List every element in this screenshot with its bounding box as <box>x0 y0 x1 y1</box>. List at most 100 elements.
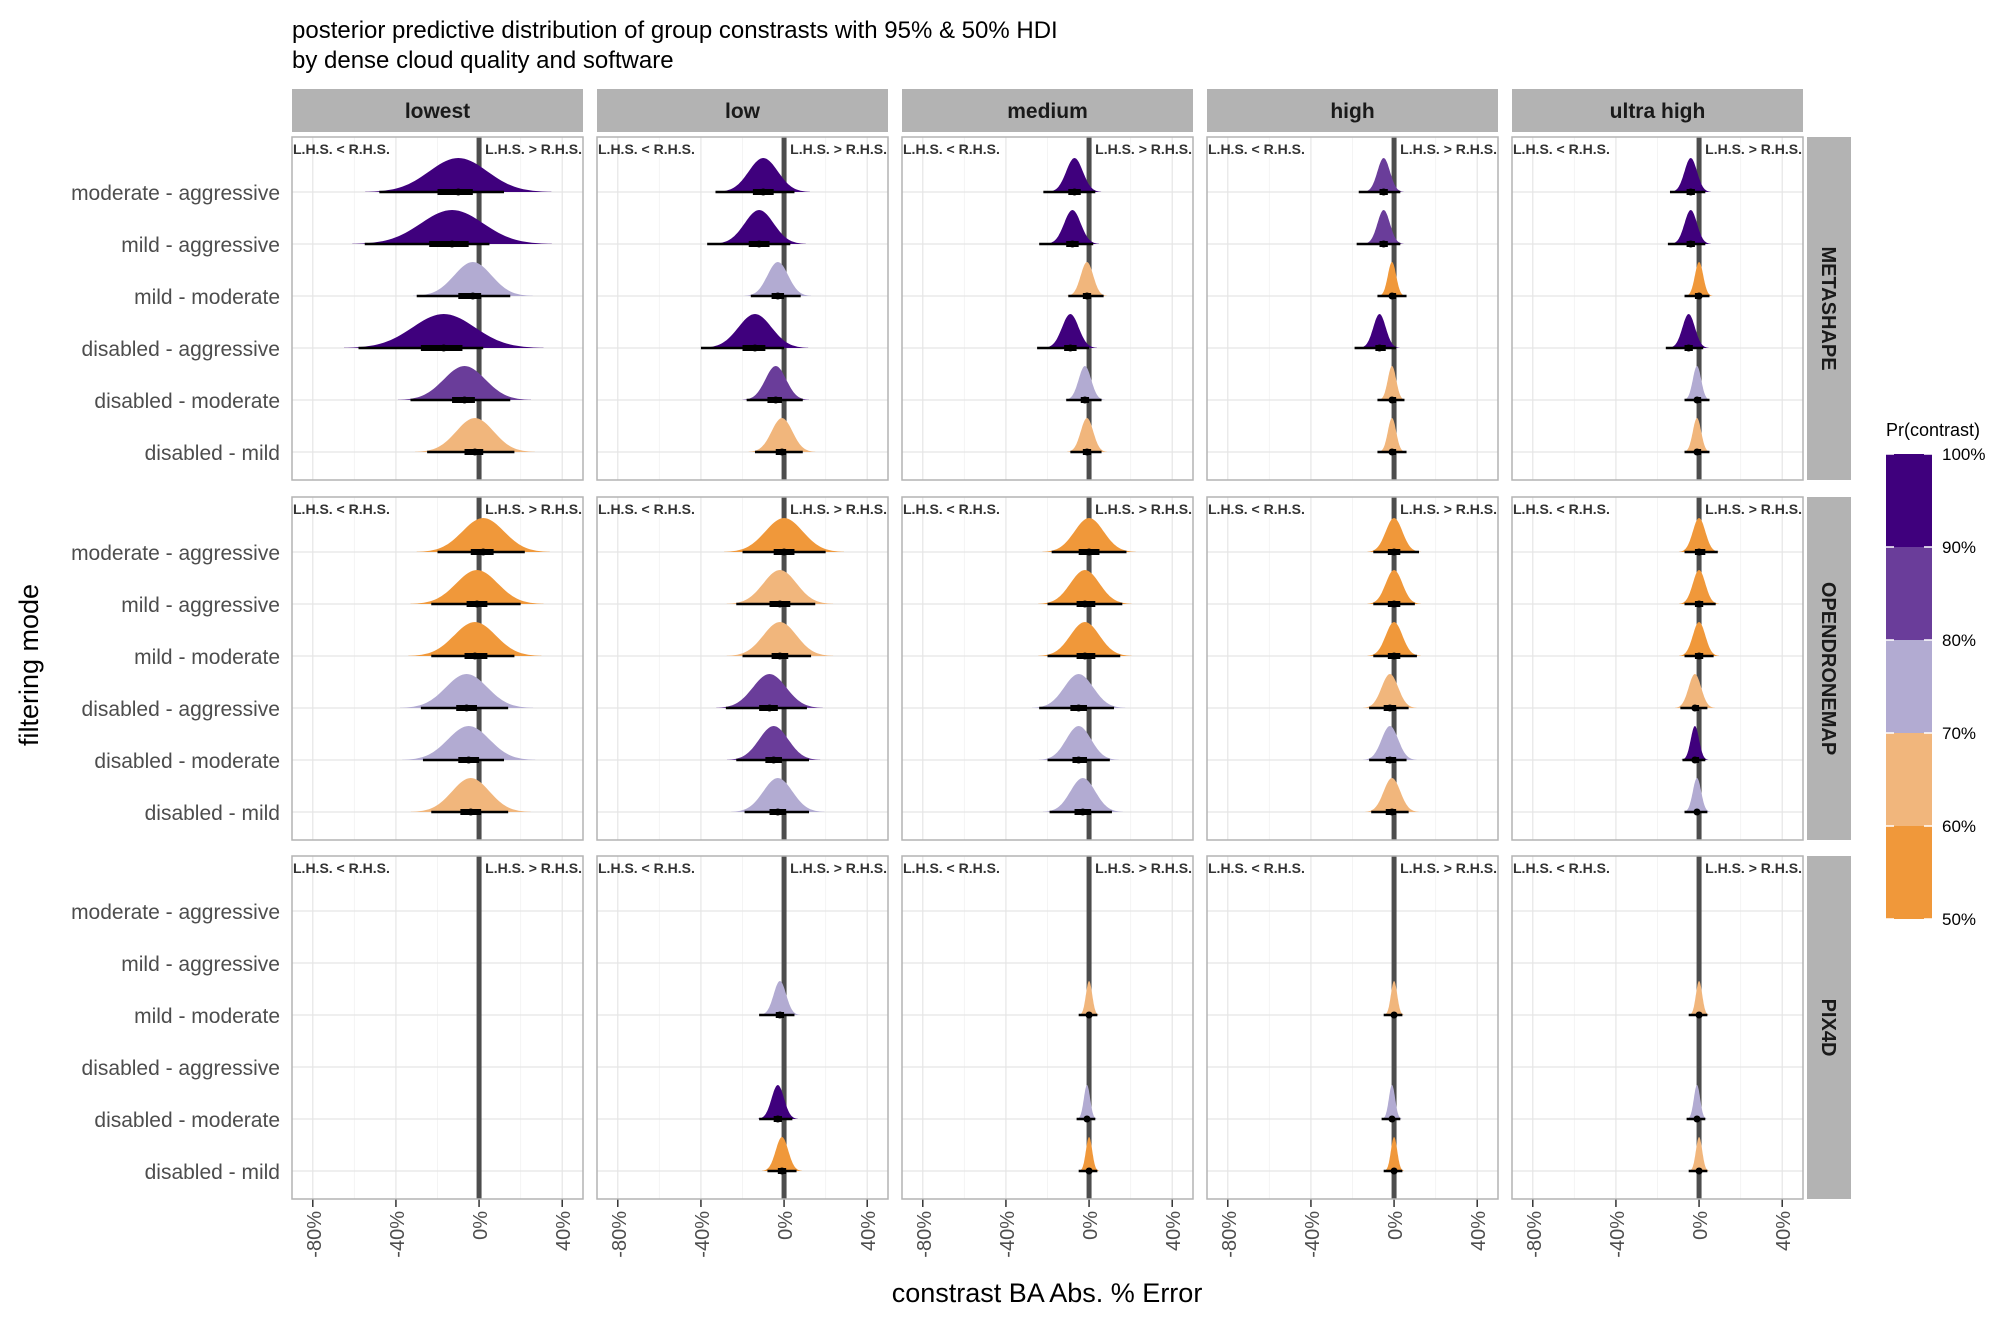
facet-strip-ultra-high: ultra high <box>1512 89 1803 132</box>
panel-border <box>901 136 1194 481</box>
density-shape <box>1032 674 1126 708</box>
median-point <box>1695 292 1703 300</box>
x-tick-label: -80% <box>609 1211 631 1258</box>
panel-border <box>1511 136 1804 481</box>
density-shape <box>1067 418 1107 452</box>
density-shape <box>1367 570 1421 604</box>
median-point <box>776 652 784 660</box>
distribution-mild-vs-aggressive <box>1039 210 1099 248</box>
median-point <box>751 344 759 352</box>
density-shape <box>1687 1085 1707 1119</box>
side-label-right: L.H.S. > R.H.S. <box>790 501 887 517</box>
median-point <box>1390 548 1398 556</box>
density-shape <box>744 262 812 296</box>
median-point <box>1085 1011 1093 1019</box>
x-tick-label: -40% <box>387 1211 409 1258</box>
x-tick-label: -80% <box>914 1211 936 1258</box>
median-point <box>473 600 481 608</box>
density-shape <box>1045 210 1099 244</box>
density-shape <box>1077 1085 1097 1119</box>
side-label-left: L.H.S. < R.H.S. <box>598 860 695 876</box>
side-label-left: L.H.S. < R.H.S. <box>1513 141 1610 157</box>
median-point <box>1083 292 1091 300</box>
facet-strip-lowest: lowest <box>292 89 583 132</box>
distribution-mild-vs-moderate <box>1684 262 1713 300</box>
median-point <box>1693 396 1701 404</box>
median-point <box>1693 448 1701 456</box>
strip-background <box>597 89 888 132</box>
distribution-disabled-vs-aggressive <box>1354 314 1400 352</box>
panel-border <box>901 855 1194 1200</box>
median-point <box>1388 292 1396 300</box>
y-tick-label: mild - aggressive <box>121 594 280 617</box>
legend-title: Pr(contrast) <box>1886 420 1980 440</box>
panel-border <box>291 496 584 841</box>
distribution-moderate-vs-aggressive <box>724 518 844 556</box>
x-axis-title: constrast BA Abs. % Error <box>892 1278 1203 1308</box>
median-point <box>1695 1167 1703 1175</box>
density-shape <box>716 674 823 708</box>
distribution-mild-vs-moderate <box>1038 622 1132 660</box>
distribution-disabled-vs-mild <box>415 418 535 456</box>
density-shape <box>1378 262 1406 296</box>
median-point <box>1695 652 1703 660</box>
facet-panel: L.H.S. < R.H.S. L.H.S. > R.H.S. <box>901 496 1194 841</box>
distribution-disabled-vs-aggressive <box>716 674 823 712</box>
strip-label: METASHAPE <box>1817 246 1839 370</box>
side-label-left: L.H.S. < R.H.S. <box>1208 860 1305 876</box>
legend: Pr(contrast) 100% 90% 80% 70% 60% 50% <box>1886 420 1985 929</box>
side-label-left: L.H.S. < R.H.S. <box>1208 501 1305 517</box>
panel-border <box>291 136 584 481</box>
distribution-disabled-vs-moderate <box>1377 366 1406 404</box>
facet-panel: L.H.S. < R.H.S. L.H.S. > R.H.S. <box>596 496 889 841</box>
distribution-mild-vs-moderate <box>1067 262 1107 300</box>
panel-border <box>596 855 889 1200</box>
distribution-mild-vs-moderate <box>408 622 542 660</box>
median-point <box>1687 240 1695 248</box>
median-point <box>776 600 784 608</box>
median-point <box>1079 808 1087 816</box>
density-shape <box>1670 158 1711 192</box>
distribution-disabled-vs-mild <box>1683 418 1711 456</box>
density-shape <box>352 210 552 244</box>
density-shape <box>1365 778 1419 812</box>
legend-label: 60% <box>1942 817 1976 836</box>
y-tick-label: mild - moderate <box>134 1005 280 1028</box>
facet-panel: L.H.S. < R.H.S. L.H.S. > R.H.S. <box>596 136 889 481</box>
side-label-right: L.H.S. > R.H.S. <box>485 141 582 157</box>
density-shape <box>410 570 544 604</box>
facet-panel: L.H.S. < R.H.S. L.H.S. > R.H.S. <box>1511 855 1804 1200</box>
median-point <box>448 240 456 248</box>
density-shape <box>415 418 535 452</box>
distribution-moderate-vs-aggressive <box>1358 158 1404 196</box>
side-label-left: L.H.S. < R.H.S. <box>1513 501 1610 517</box>
density-shape <box>1689 981 1709 1015</box>
panel-border <box>1206 496 1499 841</box>
panel-border <box>1511 855 1804 1200</box>
strip-label: OPENDRONEMAP <box>1817 582 1839 755</box>
y-tick-label: disabled - mild <box>145 802 280 825</box>
side-label-left: L.H.S. < R.H.S. <box>293 860 390 876</box>
distribution-disabled-vs-moderate <box>398 366 531 404</box>
density-shape <box>1042 518 1136 552</box>
median-point <box>479 548 487 556</box>
x-tick-label: -80% <box>304 1211 326 1258</box>
median-point <box>1388 808 1396 816</box>
x-tick-label: 40% <box>553 1211 575 1251</box>
median-point <box>1380 240 1388 248</box>
distribution-mild-vs-aggressive <box>1356 210 1404 248</box>
median-point <box>1081 652 1089 660</box>
distribution-disabled-vs-moderate <box>402 726 536 764</box>
side-label-right: L.H.S. > R.H.S. <box>790 860 887 876</box>
density-shape <box>742 366 809 400</box>
facet-grid: lowest low medium high ultra high METASHAPE OP… <box>71 89 1851 1258</box>
strip-background <box>1512 89 1803 132</box>
distribution-moderate-vs-aggressive <box>1367 518 1421 556</box>
density-shape <box>1683 366 1711 400</box>
distribution-mild-vs-aggressive <box>1667 210 1711 248</box>
median-point <box>471 448 479 456</box>
distribution-mild-vs-moderate <box>759 981 800 1019</box>
panel-border <box>1511 496 1804 841</box>
distribution-disabled-vs-aggressive <box>1665 314 1709 352</box>
